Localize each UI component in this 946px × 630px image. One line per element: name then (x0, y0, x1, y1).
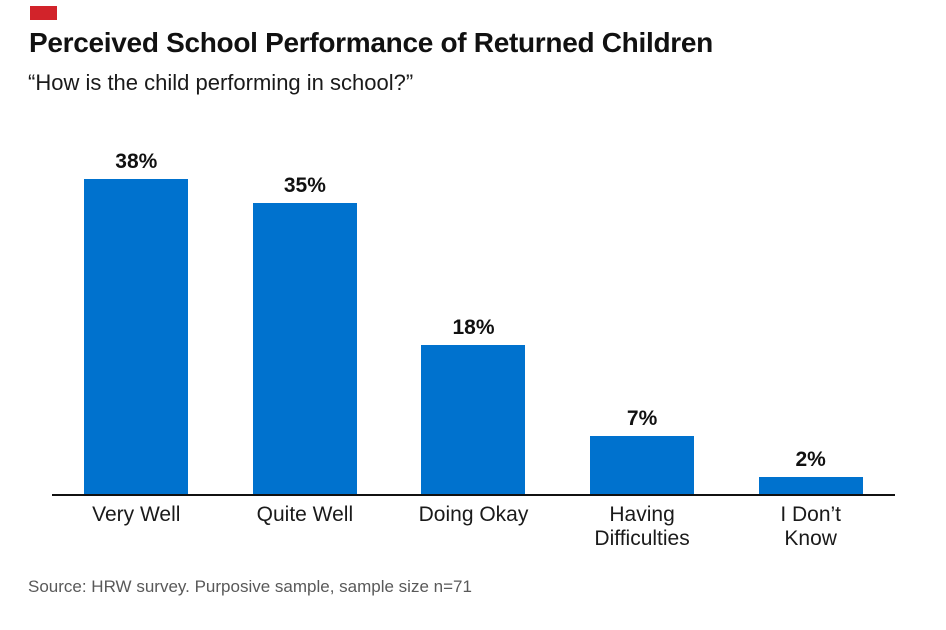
bar (421, 345, 526, 494)
category-label: Having Difficulties (594, 503, 690, 551)
chart-subtitle: “How is the child performing in school?” (28, 70, 414, 95)
bar-column: 7% (558, 149, 727, 494)
bar-column: 38% (52, 149, 221, 494)
bar (252, 203, 357, 494)
bar (84, 179, 189, 494)
brand-mark (30, 6, 57, 20)
x-axis-line (52, 494, 895, 496)
category-label: I Don’t Know (780, 503, 842, 551)
bar-column: 35% (221, 149, 390, 494)
bar (758, 477, 863, 494)
bar (590, 436, 695, 494)
bar-chart: 38% 35% 18% 7% 2% (52, 149, 895, 494)
bar-value-label: 2% (795, 448, 826, 471)
bar-value-label: 18% (452, 316, 495, 339)
bar-column: 18% (389, 149, 558, 494)
bar-value-label: 35% (283, 174, 326, 197)
bar-value-label: 7% (626, 407, 658, 430)
category-label: Doing Okay (418, 503, 529, 526)
bar-value-label: 38% (115, 150, 158, 173)
category-label: Very Well (92, 503, 181, 526)
chart-title: Perceived School Performance of Returned… (29, 27, 713, 58)
bar-column: 2% (726, 149, 895, 494)
source-note: Source: HRW survey. Purposive sample, sa… (28, 577, 472, 596)
category-label: Quite Well (256, 503, 354, 526)
category-labels-row: Very Well Quite Well Doing Okay Having Diffi… (52, 503, 895, 551)
